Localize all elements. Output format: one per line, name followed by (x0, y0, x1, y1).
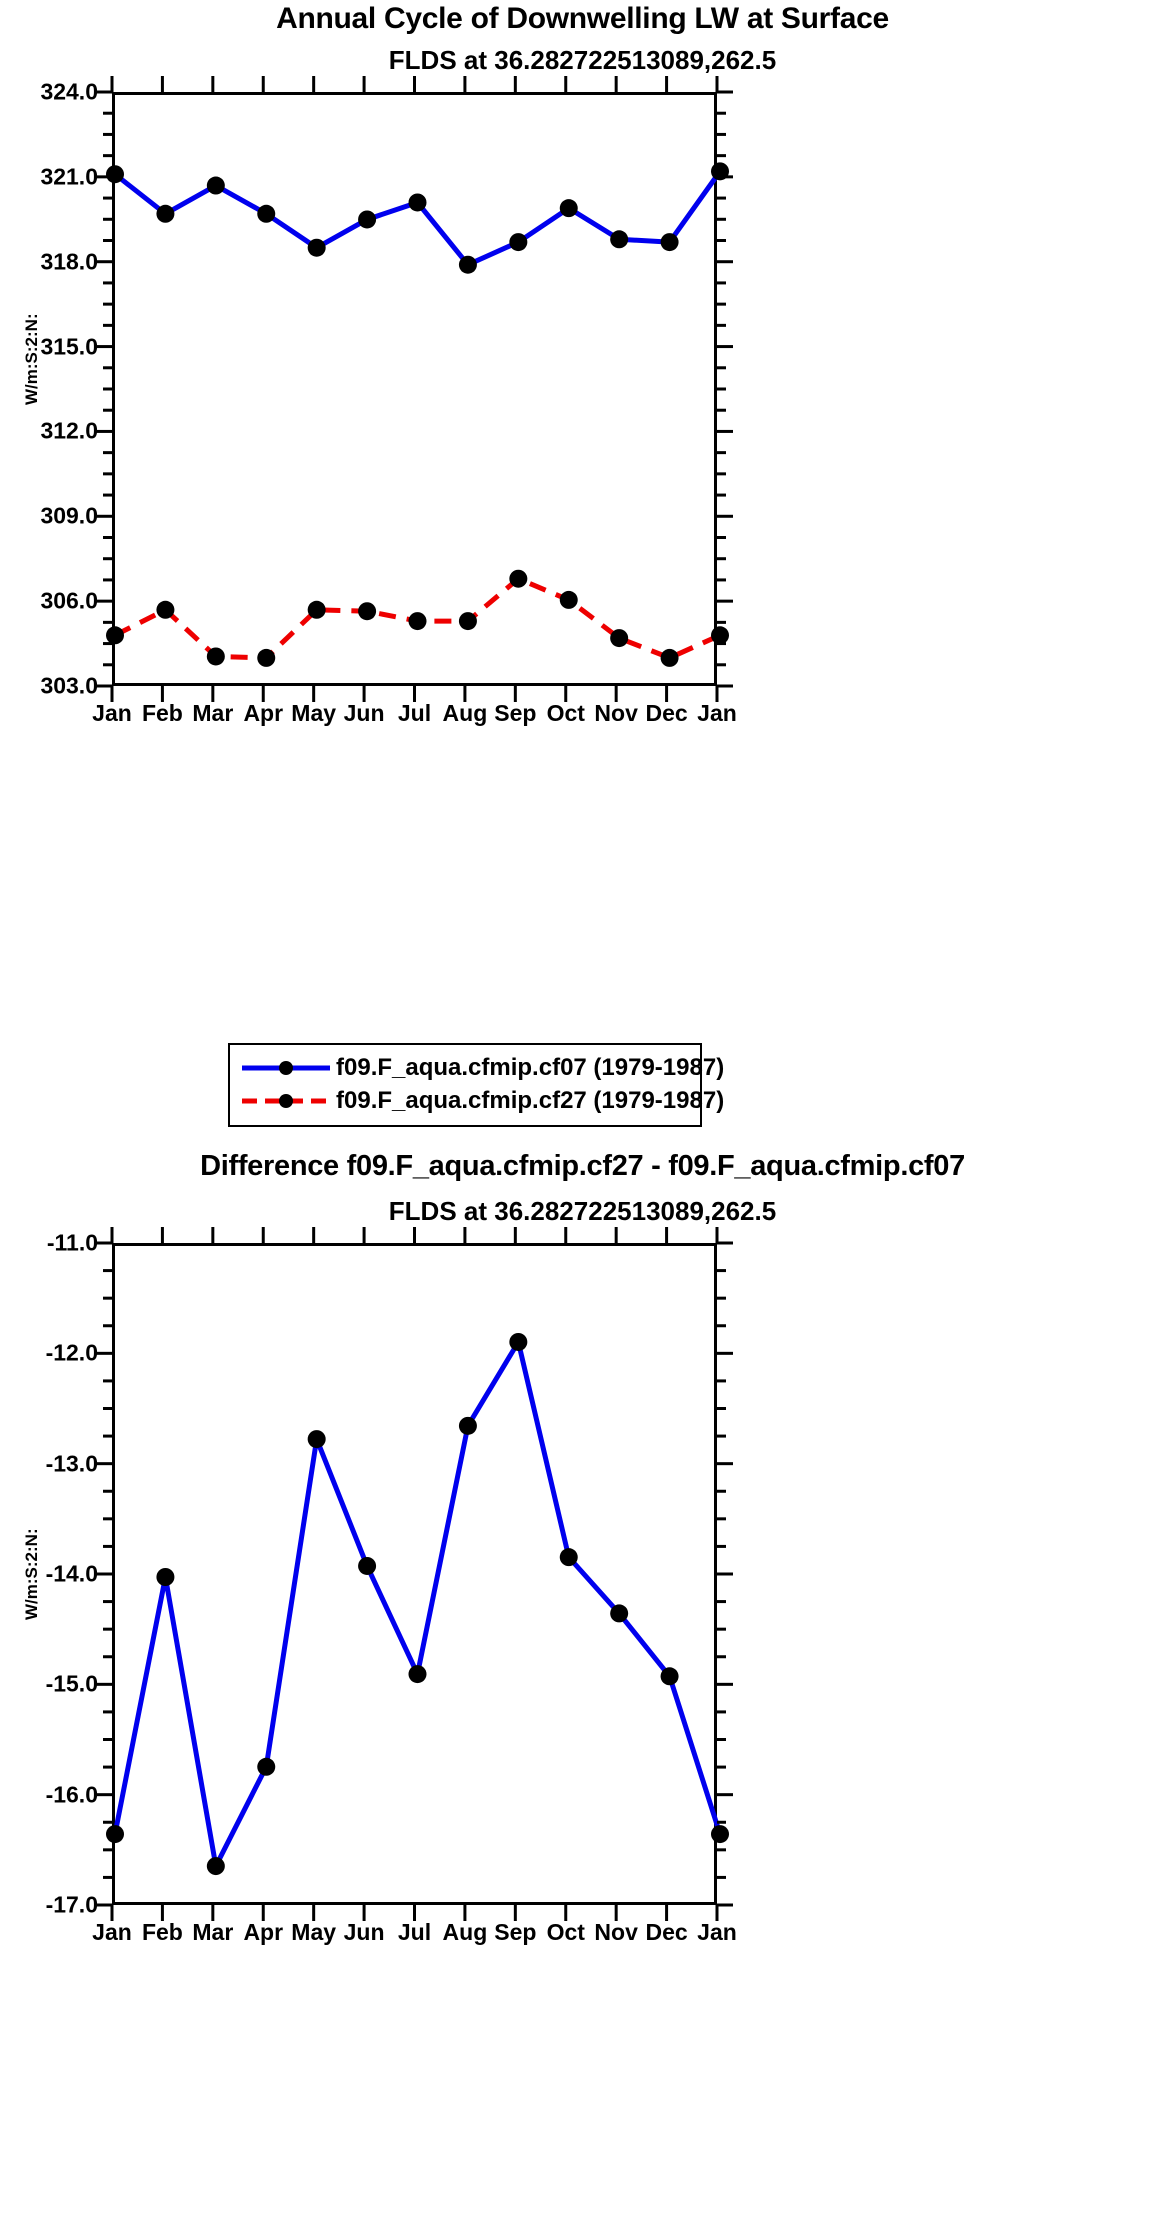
xtick-label: Oct (546, 1919, 585, 1945)
data-point-marker (206, 647, 225, 666)
data-point-marker (106, 1825, 124, 1844)
xtick-label: Jan (92, 700, 132, 726)
top-chart-subtitle: FLDS at 36.282722513089,262.5 (388, 45, 777, 75)
xtick-label: Dec (645, 700, 688, 726)
data-point-marker (156, 204, 175, 223)
data-point-marker (408, 612, 427, 631)
ytick-label: -13.0 (45, 1450, 98, 1477)
xtick-label: Feb (141, 1919, 183, 1945)
ytick-label: -15.0 (45, 1670, 98, 1697)
xtick-label: Sep (494, 1919, 537, 1945)
data-point-marker (509, 569, 528, 588)
bottom-chart-series-layer (106, 1332, 729, 1876)
top-chart-series-layer (106, 162, 729, 667)
xtick-label: Aug (442, 1919, 488, 1945)
xtick-label: Sep (494, 700, 537, 726)
data-point-marker (509, 1332, 528, 1351)
xtick-label: Mar (192, 1919, 234, 1945)
bottom-chart-ticks (96, 1227, 733, 1921)
data-point-marker (509, 233, 528, 252)
xtick-label: Oct (546, 700, 585, 726)
xtick-label: Jul (397, 1919, 432, 1945)
data-point-marker (257, 648, 276, 667)
data-point-marker (408, 1665, 427, 1684)
xtick-label: Jun (343, 700, 385, 726)
data-point-marker (610, 230, 629, 249)
legend: f09.F_aqua.cfmip.cf07 (1979-1987) f09.F_… (228, 1043, 724, 1127)
data-point-marker (156, 600, 175, 619)
ytick-label: -17.0 (45, 1891, 98, 1918)
xtick-label: Jan (697, 1919, 737, 1945)
ytick-label: 312.0 (40, 417, 98, 444)
data-point-marker (358, 602, 377, 621)
xtick-label: Nov (594, 1919, 638, 1945)
data-point-marker (307, 238, 326, 257)
data-point-marker (559, 199, 578, 218)
top-chart-plot-area (106, 92, 729, 686)
data-point-marker (660, 233, 679, 252)
bottom-chart-title: Difference f09.F_aqua.cfmip.cf27 - f09.F… (200, 1150, 965, 1182)
ytick-label: -14.0 (45, 1560, 98, 1587)
data-point-marker (358, 210, 377, 229)
data-point-marker (559, 1548, 578, 1567)
data-point-marker (408, 193, 427, 212)
xtick-label: Nov (594, 700, 638, 726)
legend-entry-cf07: f09.F_aqua.cfmip.cf07 (1979-1987) (240, 1051, 724, 1084)
data-point-marker (458, 1416, 477, 1435)
xtick-label: Jan (697, 700, 737, 726)
ytick-label: 321.0 (40, 163, 98, 190)
data-point-marker (257, 1757, 276, 1776)
xtick-label: May (291, 700, 337, 726)
xtick-label: Dec (645, 1919, 688, 1945)
data-point-marker (711, 626, 729, 645)
legend-swatch-cf27 (240, 1090, 332, 1112)
xtick-label: May (291, 1919, 337, 1945)
xtick-label: Jun (343, 1919, 385, 1945)
legend-label-cf07: f09.F_aqua.cfmip.cf07 (1979-1987) (336, 1053, 725, 1081)
ytick-label: 309.0 (40, 502, 98, 529)
xtick-label: Apr (243, 1919, 284, 1945)
top-chart-ticks (96, 76, 733, 702)
data-point-marker (458, 255, 477, 274)
ytick-label: 306.0 (40, 587, 98, 614)
data-point-marker (660, 648, 679, 667)
data-point-marker (711, 1825, 729, 1844)
ytick-label: -11.0 (46, 1229, 98, 1256)
bottom-chart-ylabel: W/m:S:2:N: (22, 1528, 41, 1620)
legend-entry-cf27: f09.F_aqua.cfmip.cf27 (1979-1987) (240, 1084, 724, 1117)
data-point-marker (559, 590, 578, 609)
ytick-label: -16.0 (45, 1781, 98, 1808)
ytick-label: -12.0 (45, 1339, 98, 1366)
xtick-label: Feb (141, 700, 183, 726)
data-point-marker (358, 1556, 377, 1575)
xtick-label: Jan (92, 1919, 132, 1945)
legend-swatch-cf07 (240, 1057, 332, 1079)
bottom-chart-plot-area (106, 1243, 729, 1905)
data-point-marker (257, 204, 276, 223)
data-point-marker (156, 1568, 175, 1586)
data-point-marker (307, 600, 326, 619)
data-point-marker (660, 1667, 679, 1686)
data-point-marker (106, 165, 124, 184)
data-point-marker (458, 612, 477, 631)
ytick-label: 324.0 (40, 78, 98, 105)
bottom-chart-subtitle: FLDS at 36.282722513089,262.5 (388, 1196, 777, 1226)
ytick-label: 303.0 (40, 672, 98, 699)
xtick-label: Mar (192, 700, 234, 726)
xtick-label: Jul (397, 700, 432, 726)
data-point-marker (610, 1604, 629, 1623)
legend-label-cf27: f09.F_aqua.cfmip.cf27 (1979-1987) (336, 1086, 725, 1114)
top-chart-ylabel: W/m:S:2:N: (22, 313, 41, 405)
xtick-label: Apr (243, 700, 284, 726)
top-chart-title: Annual Cycle of Downwelling LW at Surfac… (276, 2, 889, 35)
data-point-marker (307, 1430, 326, 1449)
ytick-label: 318.0 (40, 248, 98, 275)
xtick-label: Aug (442, 700, 488, 726)
data-point-marker (106, 626, 124, 645)
ytick-label: 315.0 (40, 333, 98, 360)
data-point-marker (610, 629, 629, 648)
data-point-marker (206, 176, 225, 195)
data-point-marker (206, 1857, 225, 1876)
